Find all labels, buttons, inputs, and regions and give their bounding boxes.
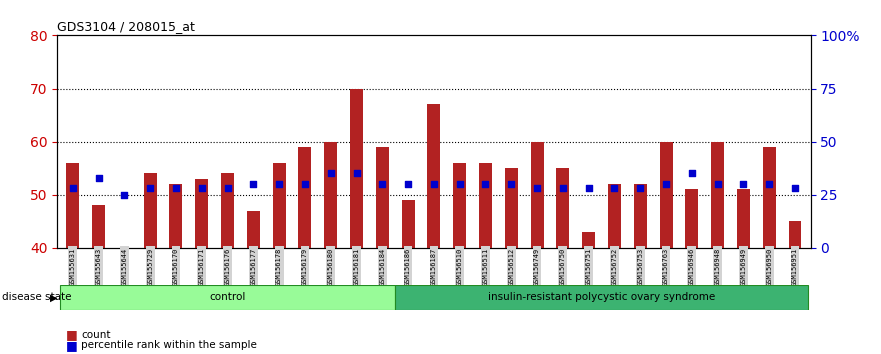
Point [350, 171, 364, 176]
Bar [196, 179, 208, 248]
Bar [763, 147, 775, 248]
Point [247, 181, 261, 187]
Text: GSM156187: GSM156187 [431, 247, 437, 286]
Bar [427, 104, 440, 248]
Text: GSM156763: GSM156763 [663, 247, 669, 286]
Text: percentile rank within the sample: percentile rank within the sample [81, 340, 257, 350]
Text: GSM155643: GSM155643 [95, 247, 101, 286]
Bar [660, 142, 672, 248]
Bar [247, 211, 260, 248]
Point [659, 181, 673, 187]
Text: control: control [210, 292, 246, 302]
Text: insulin-resistant polycystic ovary syndrome: insulin-resistant polycystic ovary syndr… [488, 292, 715, 302]
Point [633, 185, 648, 191]
Bar [479, 163, 492, 248]
Bar [144, 173, 157, 248]
Bar [221, 173, 234, 248]
Bar [608, 184, 621, 248]
Bar [272, 163, 285, 248]
Point [66, 185, 80, 191]
Text: GSM156179: GSM156179 [302, 247, 308, 286]
Text: disease state: disease state [2, 292, 71, 302]
Point [220, 185, 234, 191]
Point [117, 192, 131, 198]
Bar [633, 184, 647, 248]
Point [737, 181, 751, 187]
Text: GSM156749: GSM156749 [534, 247, 540, 286]
Bar [169, 184, 182, 248]
Text: ■: ■ [66, 328, 78, 341]
Bar [299, 147, 311, 248]
Point [478, 181, 492, 187]
Bar [402, 200, 415, 248]
Bar [396, 285, 808, 310]
Bar [350, 88, 363, 248]
Text: GDS3104 / 208015_at: GDS3104 / 208015_at [57, 20, 195, 33]
Point [195, 185, 209, 191]
Text: GSM156510: GSM156510 [456, 247, 463, 286]
Text: GSM156949: GSM156949 [740, 247, 746, 286]
Text: ▶: ▶ [50, 292, 58, 302]
Text: GSM156951: GSM156951 [792, 247, 798, 286]
Text: GSM156511: GSM156511 [483, 247, 488, 286]
Bar [505, 168, 518, 248]
Point [169, 185, 183, 191]
Point [92, 175, 106, 181]
Text: count: count [81, 330, 110, 339]
Text: GSM156171: GSM156171 [199, 247, 204, 286]
Text: GSM156181: GSM156181 [353, 247, 359, 286]
Text: GSM156512: GSM156512 [508, 247, 515, 286]
Text: ■: ■ [66, 339, 78, 352]
Point [607, 185, 621, 191]
Point [323, 171, 337, 176]
Bar [737, 189, 750, 248]
Text: GSM156751: GSM156751 [586, 247, 592, 286]
Point [788, 185, 802, 191]
Bar [530, 142, 544, 248]
Point [556, 185, 570, 191]
Point [530, 185, 544, 191]
Bar [66, 163, 79, 248]
Text: GSM156180: GSM156180 [328, 247, 334, 286]
Point [143, 185, 157, 191]
Text: GSM156170: GSM156170 [173, 247, 179, 286]
Bar [453, 163, 466, 248]
Text: GSM156750: GSM156750 [559, 247, 566, 286]
Text: GSM156948: GSM156948 [714, 247, 721, 286]
Text: GSM155644: GSM155644 [122, 247, 128, 286]
Bar [60, 285, 396, 310]
Text: GSM156752: GSM156752 [611, 247, 618, 286]
Point [685, 171, 699, 176]
Text: GSM156184: GSM156184 [380, 247, 385, 286]
Bar [557, 168, 569, 248]
Text: GSM156177: GSM156177 [250, 247, 256, 286]
Bar [788, 221, 802, 248]
Bar [582, 232, 596, 248]
Point [375, 181, 389, 187]
Point [453, 181, 467, 187]
Point [711, 181, 725, 187]
Point [401, 181, 415, 187]
Text: GSM156753: GSM156753 [637, 247, 643, 286]
Bar [93, 205, 105, 248]
Point [581, 185, 596, 191]
Point [504, 181, 518, 187]
Point [272, 181, 286, 187]
Text: GSM156178: GSM156178 [276, 247, 282, 286]
Text: GSM156946: GSM156946 [689, 247, 695, 286]
Point [298, 181, 312, 187]
Text: GSM156176: GSM156176 [225, 247, 231, 286]
Point [762, 181, 776, 187]
Point [426, 181, 440, 187]
Text: GSM156950: GSM156950 [766, 247, 773, 286]
Text: GSM156186: GSM156186 [405, 247, 411, 286]
Bar [376, 147, 389, 248]
Bar [685, 189, 699, 248]
Text: GSM155729: GSM155729 [147, 247, 153, 286]
Text: GSM155631: GSM155631 [70, 247, 76, 286]
Bar [711, 142, 724, 248]
Bar [324, 142, 337, 248]
